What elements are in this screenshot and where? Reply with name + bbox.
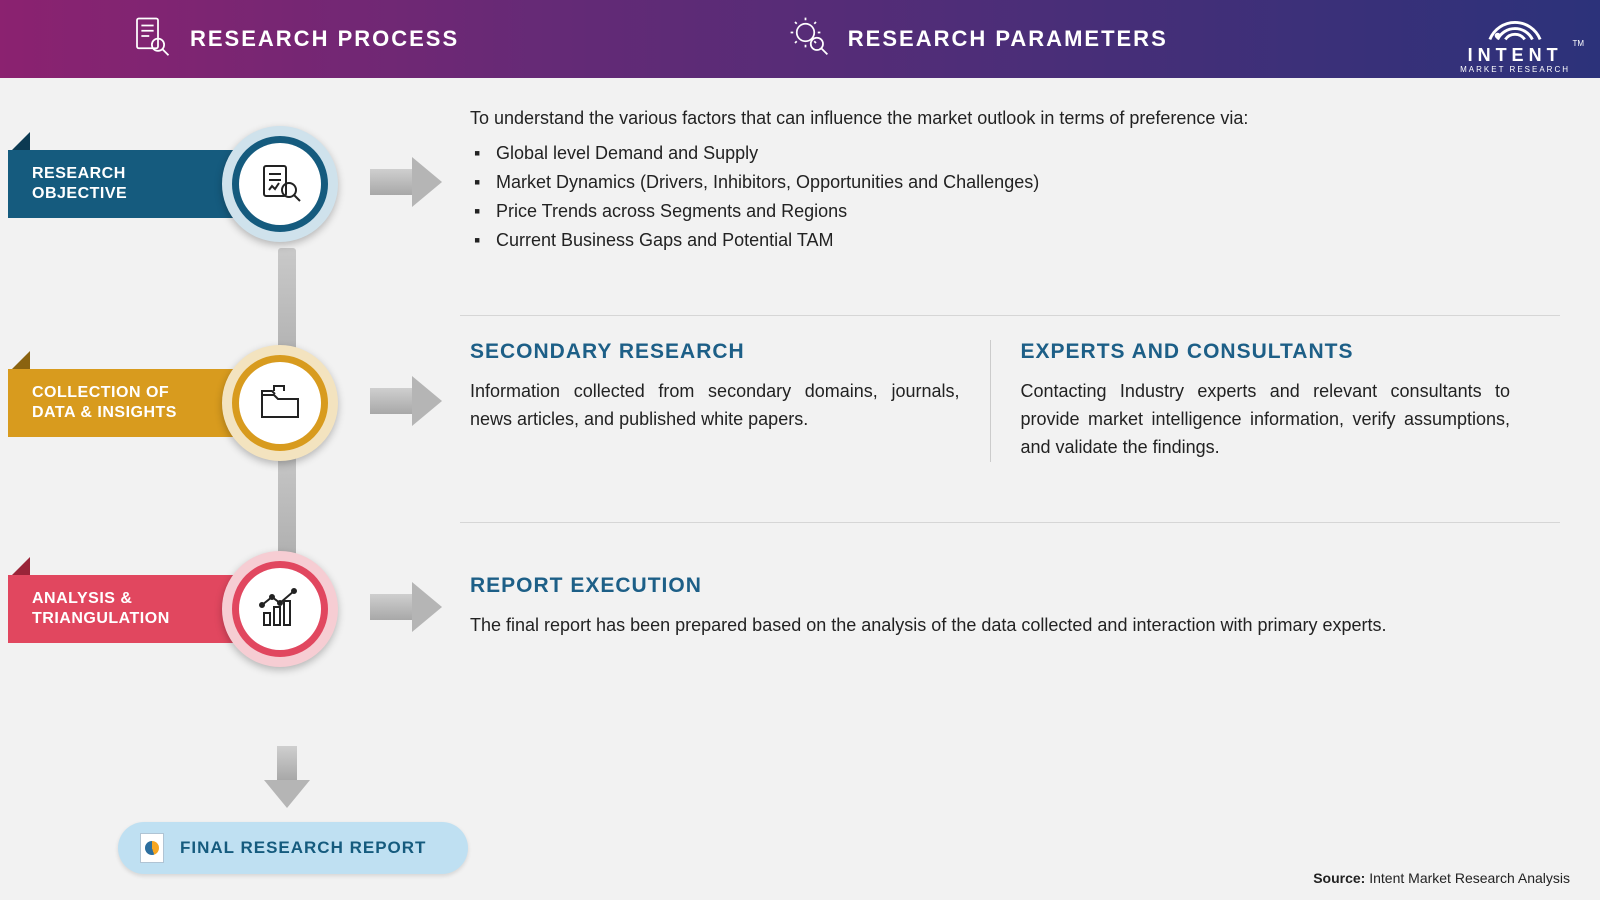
ribbon-label: COLLECTION OF DATA & INSIGHTS xyxy=(8,369,238,437)
col-body: Information collected from secondary dom… xyxy=(470,378,960,434)
step-research-objective: RESEARCH OBJECTIVE To understand the var… xyxy=(0,108,1600,255)
arrow-right-icon xyxy=(370,376,450,426)
header-left: RESEARCH PROCESS xyxy=(130,15,788,63)
bullet-item: Market Dynamics (Drivers, Inhibitors, Op… xyxy=(496,168,1540,197)
two-column-content: SECONDARY RESEARCH Information collected… xyxy=(470,340,1600,462)
final-report-pill: FINAL RESEARCH REPORT xyxy=(118,822,468,874)
ribbon-wrap: ANALYSIS & TRIANGULATION xyxy=(0,547,380,667)
content-body: The final report has been prepared based… xyxy=(470,612,1540,640)
source-attribution: Source: Intent Market Research Analysis xyxy=(1313,870,1570,886)
folder-open-icon xyxy=(239,362,321,444)
ribbon-wrap: RESEARCH OBJECTIVE xyxy=(0,122,380,242)
ribbon-label: RESEARCH OBJECTIVE xyxy=(8,150,238,218)
logo-line1: INTENT xyxy=(1460,46,1570,64)
ribbon-wrap: COLLECTION OF DATA & INSIGHTS xyxy=(0,341,380,461)
content-intro: To understand the various factors that c… xyxy=(470,108,1540,129)
col-title: SECONDARY RESEARCH xyxy=(470,340,960,364)
header-right: RESEARCH PARAMETERS xyxy=(788,15,1560,63)
col-secondary-research: SECONDARY RESEARCH Information collected… xyxy=(470,340,991,462)
final-pill-label: FINAL RESEARCH REPORT xyxy=(180,838,426,858)
divider xyxy=(460,522,1560,523)
ribbon-label: ANALYSIS & TRIANGULATION xyxy=(8,575,238,643)
header-bar: RESEARCH PROCESS RESEARCH PARAMETERS INT… xyxy=(0,0,1600,78)
body-area: RESEARCH OBJECTIVE To understand the var… xyxy=(0,78,1600,900)
medallion xyxy=(222,551,338,667)
document-search-icon xyxy=(239,143,321,225)
report-document-icon xyxy=(140,833,164,863)
medallion xyxy=(222,126,338,242)
col-title: EXPERTS AND CONSULTANTS xyxy=(1021,340,1511,364)
brand-logo: INTENT MARKET RESEARCH TM xyxy=(1460,6,1570,74)
ribbon-text: RESEARCH OBJECTIVE xyxy=(32,164,127,204)
bullet-item: Global level Demand and Supply xyxy=(496,139,1540,168)
col-body: Contacting Industry experts and relevant… xyxy=(1021,378,1511,462)
gear-magnify-icon xyxy=(788,15,830,63)
logo-line2: MARKET RESEARCH xyxy=(1460,66,1570,74)
header-right-title: RESEARCH PARAMETERS xyxy=(848,26,1168,52)
source-value: Intent Market Research Analysis xyxy=(1369,870,1570,886)
bar-chart-trend-icon xyxy=(239,568,321,650)
step-data-collection: COLLECTION OF DATA & INSIGHTS SECONDARY … xyxy=(0,340,1600,462)
arrow-right-icon xyxy=(370,157,450,207)
logo-arc-icon xyxy=(1460,6,1570,46)
arrow-down-icon xyxy=(266,746,308,816)
ribbon-text: COLLECTION OF DATA & INSIGHTS xyxy=(32,383,177,423)
document-magnify-icon xyxy=(130,15,172,63)
content-bullets: Global level Demand and Supply Market Dy… xyxy=(470,139,1540,255)
bullet-item: Price Trends across Segments and Regions xyxy=(496,197,1540,226)
content-title: REPORT EXECUTION xyxy=(470,574,1540,598)
step3-content: REPORT EXECUTION The final report has be… xyxy=(470,574,1600,640)
medallion xyxy=(222,345,338,461)
source-label: Source: xyxy=(1313,870,1365,886)
divider xyxy=(460,315,1560,316)
bullet-item: Current Business Gaps and Potential TAM xyxy=(496,226,1540,255)
step-analysis-triangulation: ANALYSIS & TRIANGULATION REPORT EXECUTIO… xyxy=(0,547,1600,667)
ribbon-text: ANALYSIS & TRIANGULATION xyxy=(32,589,170,629)
arrow-right-icon xyxy=(370,582,450,632)
header-left-title: RESEARCH PROCESS xyxy=(190,26,459,52)
logo-tm: TM xyxy=(1572,40,1584,48)
col-experts-consultants: EXPERTS AND CONSULTANTS Contacting Indus… xyxy=(991,340,1541,462)
step1-content: To understand the various factors that c… xyxy=(470,108,1600,255)
